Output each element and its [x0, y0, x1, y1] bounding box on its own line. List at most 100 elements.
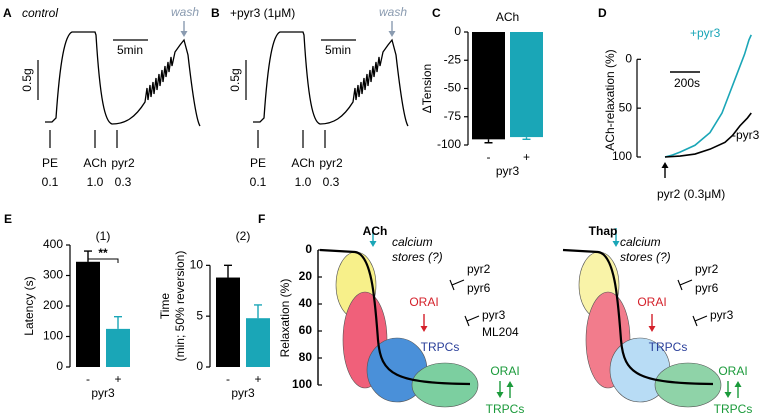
coupling-orai-label: ORAI	[718, 364, 747, 378]
blocker-label: pyr3	[482, 308, 506, 322]
error-bar	[484, 139, 493, 144]
y-axis-label: ΔTension	[420, 64, 434, 113]
wash-arrow-head	[180, 31, 188, 37]
y-tick-label: 0	[305, 242, 312, 256]
scheme-title: Thap	[589, 224, 618, 238]
stimulus-dose: 0.3	[115, 175, 132, 189]
coupling-trpc-label: TRPCs	[486, 402, 525, 416]
data-line	[664, 34, 752, 158]
x-tick-label: +	[114, 372, 121, 386]
inhibitor	[464, 315, 480, 327]
error-bar	[254, 304, 262, 319]
panel-label: D	[598, 6, 607, 20]
time-scale-label: 5min	[325, 43, 351, 57]
y-tick-label: 10	[190, 258, 204, 272]
x-tick-label: -	[487, 150, 491, 164]
coupling-arrow-down-head	[724, 392, 732, 398]
inhibitor	[692, 315, 708, 327]
x-tick-label: +	[523, 150, 530, 164]
condition: +pyr3 (1μM)	[230, 6, 295, 20]
stimulus-drug: ACh	[291, 156, 314, 170]
scheme-title: ACh	[363, 224, 388, 238]
stimulus-drug: PE	[250, 156, 266, 170]
stimulus-dose: 0.1	[42, 175, 59, 189]
y-tick-label: 50	[619, 100, 633, 114]
y-tick-label: 80	[299, 350, 313, 364]
blocker-label: pyr3	[710, 308, 734, 322]
blocker-label: pyr6	[467, 281, 491, 295]
tension-scale-label: 0.5g	[20, 68, 34, 91]
relaxation-curve	[562, 248, 714, 386]
series-label: +pyr3	[690, 26, 721, 40]
x-axis-label: pyr3	[496, 164, 520, 178]
stimulus-arrow-head	[369, 241, 377, 247]
significance-label: **	[98, 246, 108, 260]
orai-label: ORAI	[637, 295, 666, 309]
wash-label: wash	[171, 5, 199, 19]
y-axis-label: ACh-relaxation (%)	[603, 49, 617, 150]
y-axis-label: Latency (s)	[22, 276, 36, 335]
application-label: pyr2 (0.3μM)	[657, 187, 725, 201]
store-label: stores (?)	[392, 250, 443, 264]
y-axis-label: Relaxation (%)	[278, 279, 292, 358]
significance-bracket	[87, 258, 119, 263]
inhibitor	[677, 279, 693, 291]
trpc-label: TRPCs	[421, 340, 460, 354]
y-tick-label: -75	[444, 109, 462, 123]
relaxation-curve	[319, 248, 471, 386]
y-tick-label: 0	[454, 24, 461, 38]
y-axis-label: Time	[158, 293, 172, 320]
tension-trace	[45, 31, 201, 127]
blocker-label: pyr2	[695, 262, 719, 276]
stimulus-arrow-head	[612, 241, 620, 247]
blocker-label: pyr2	[467, 262, 491, 276]
stimulus-drug: PE	[42, 156, 58, 170]
y-tick-label: -25	[444, 52, 462, 66]
x-tick-label: -	[226, 372, 230, 386]
time-scale-label: 5min	[117, 43, 143, 57]
y-tick-label: 300	[43, 268, 63, 282]
coupling-compartment	[411, 362, 479, 408]
panel-label: B	[211, 6, 220, 20]
bar	[216, 277, 240, 367]
y-tick-label: -100	[437, 137, 461, 151]
y-tick-label: 40	[299, 296, 313, 310]
y-tick-label: -50	[444, 81, 462, 95]
orai-label: ORAI	[409, 295, 438, 309]
panel-label: A	[3, 6, 12, 20]
orai-arrow-head	[420, 326, 428, 332]
application-arrow-head	[661, 162, 669, 168]
time-scale-label: 200s	[674, 76, 700, 90]
stimulus-drug: pyr2	[319, 156, 343, 170]
x-axis-label: pyr3	[91, 386, 115, 400]
panel-label: C	[432, 6, 441, 20]
y-tick-label: 0	[56, 359, 63, 373]
coupling-orai-label: ORAI	[490, 364, 519, 378]
bar	[472, 32, 505, 140]
store-label: stores (?)	[620, 250, 671, 264]
y-tick-label: 5	[196, 308, 203, 322]
panel-label: F	[258, 212, 265, 226]
chart-title: (2)	[236, 229, 251, 243]
tension-trace	[253, 31, 409, 127]
store-label: calcium	[392, 235, 433, 249]
bar	[510, 32, 543, 138]
inhibitor	[449, 279, 465, 291]
stimulus-dose: 1.0	[295, 175, 312, 189]
data-line	[664, 112, 752, 158]
stimulus-drug: pyr2	[111, 156, 135, 170]
chart-title: (1)	[96, 229, 111, 243]
series-label: -pyr3	[732, 128, 760, 142]
x-tick-label: -	[86, 372, 90, 386]
y-tick-label: 100	[292, 377, 312, 391]
stimulus-dose: 1.0	[87, 175, 104, 189]
stimulus-dose: 0.3	[323, 175, 340, 189]
panel-label: E	[4, 212, 12, 226]
y-tick-label: 400	[43, 237, 63, 251]
y-tick-label: 200	[43, 298, 63, 312]
blocker-label: ML204	[482, 325, 519, 339]
stimulus-dose: 0.1	[250, 175, 267, 189]
coupling-arrow-up-head	[506, 381, 514, 387]
y-tick-label: 0	[196, 359, 203, 373]
